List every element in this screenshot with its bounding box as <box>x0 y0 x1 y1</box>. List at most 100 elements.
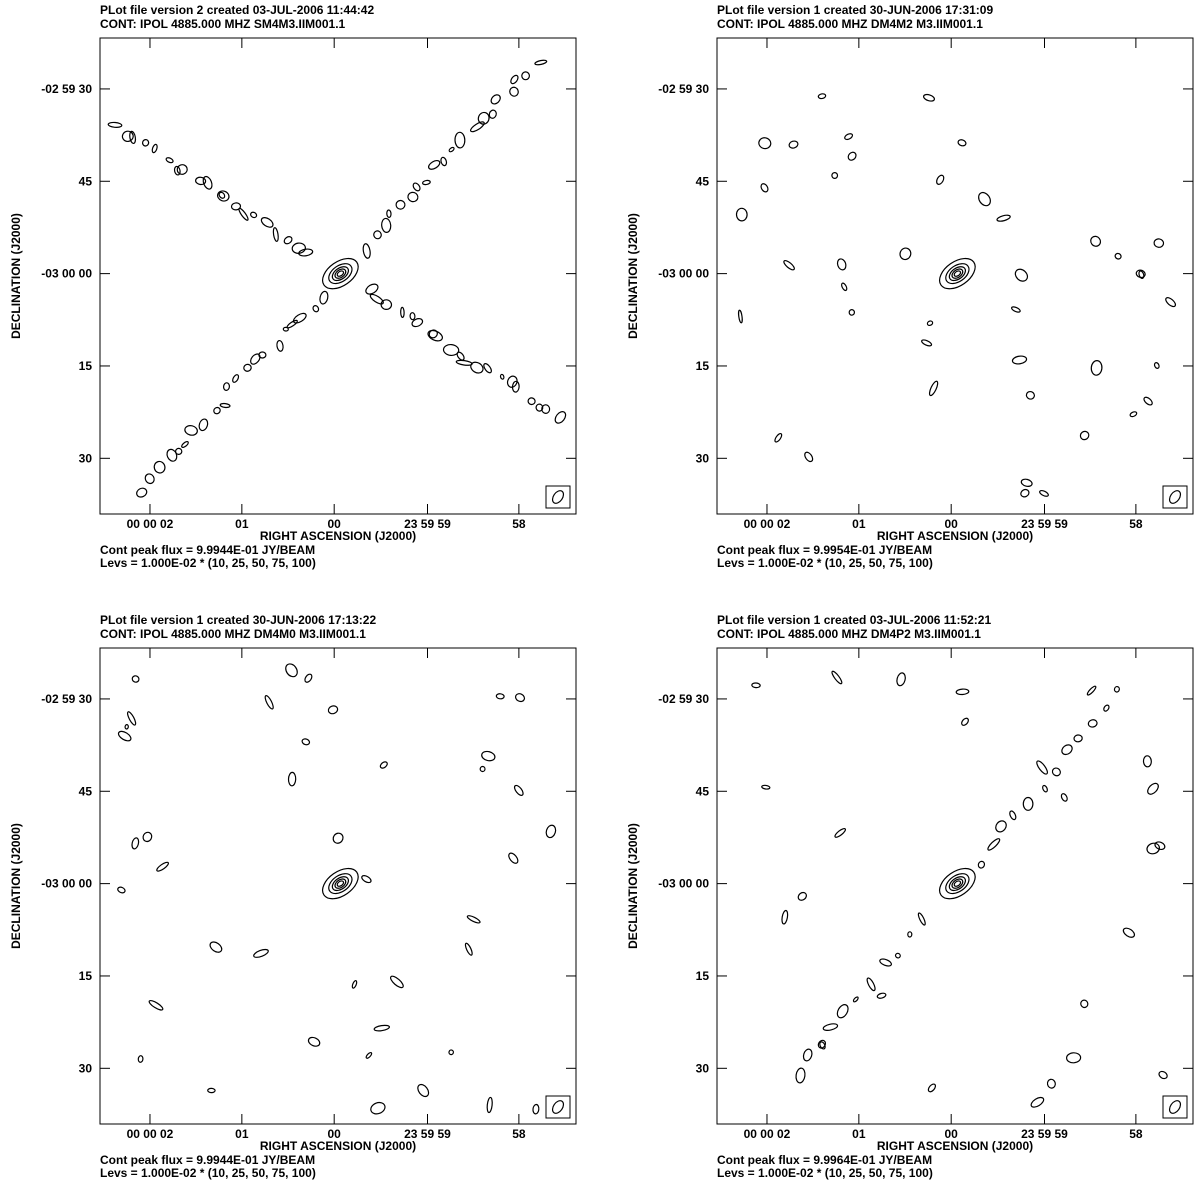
noise-contour <box>370 1101 386 1115</box>
noise-contour <box>509 86 519 97</box>
noise-contour <box>1051 767 1061 777</box>
noise-contour <box>795 1067 806 1084</box>
beam-ellipse <box>551 1100 565 1114</box>
plot-frame <box>716 647 1194 1125</box>
y-tick-label: 45 <box>696 784 710 798</box>
noise-contour <box>1114 252 1122 260</box>
noise-contour <box>454 131 466 149</box>
x-axis-label: RIGHT ASCENSION (J2000) <box>260 1139 416 1153</box>
noise-contour <box>541 404 551 414</box>
x-tick-label: 01 <box>852 517 866 531</box>
central-source-contour <box>945 873 970 895</box>
y-tick-label: -03 00 00 <box>41 877 92 891</box>
central-source-contour <box>336 270 345 277</box>
noise-contour <box>148 1000 164 1011</box>
noise-contour <box>1014 268 1029 282</box>
central-source-contour <box>939 257 976 290</box>
x-tick-label: 23 59 59 <box>404 517 451 531</box>
noise-contour <box>852 996 859 1003</box>
contour-levels-label: Levs = 1.000E-02 * (10, 25, 50, 75, 100) <box>717 1166 933 1180</box>
noise-contour <box>292 312 307 324</box>
noise-contour <box>379 761 388 769</box>
noise-contour <box>894 952 901 959</box>
noise-contour <box>804 451 814 463</box>
noise-contour <box>144 473 155 485</box>
noise-contour <box>117 886 126 894</box>
noise-contour <box>1086 685 1097 696</box>
noise-contour <box>488 109 497 119</box>
noise-contour <box>1060 793 1068 802</box>
noise-contour <box>381 217 392 233</box>
peak-flux-label: Cont peak flux = 9.9964E-01 JY/BEAM <box>717 1153 932 1167</box>
central-source-contour <box>336 880 345 887</box>
noise-contour <box>844 133 854 141</box>
noise-contour <box>866 977 876 992</box>
noise-contour <box>836 1004 849 1019</box>
y-tick-label: -02 59 30 <box>658 692 709 706</box>
noise-contour <box>365 1051 373 1059</box>
beam-box <box>545 485 571 509</box>
noise-contour <box>1103 704 1110 712</box>
central-source-contour <box>328 873 353 895</box>
noise-contour <box>554 411 567 424</box>
x-tick-label: 00 00 02 <box>127 1127 174 1141</box>
noise-contour <box>253 948 269 958</box>
noise-contour <box>417 1083 430 1098</box>
noise-contour <box>847 151 857 161</box>
noise-contour <box>1087 719 1098 728</box>
noise-contour <box>1165 297 1177 308</box>
noise-contour <box>1138 270 1145 279</box>
noise-contour <box>513 784 524 796</box>
y-axis-label: DECLINATION (J2000) <box>9 823 23 949</box>
noise-contour <box>412 182 421 192</box>
y-axis-label: DECLINATION (J2000) <box>626 213 640 339</box>
noise-contour <box>1039 489 1049 497</box>
noise-contour <box>510 74 519 85</box>
noise-contour <box>788 140 799 149</box>
plot-header-line1: PLot file version 2 created 03-JUL-2006 … <box>100 3 374 17</box>
y-tick-label: -02 59 30 <box>41 692 92 706</box>
noise-contour <box>1146 842 1161 855</box>
noise-contour <box>390 975 404 989</box>
noise-contour <box>195 176 207 186</box>
y-axis-label: DECLINATION (J2000) <box>626 823 640 949</box>
noise-contour <box>136 487 148 498</box>
y-tick-label: 45 <box>79 174 93 188</box>
central-source-contour <box>331 266 349 282</box>
noise-contour <box>479 765 486 773</box>
x-tick-label: 00 00 02 <box>127 517 174 531</box>
noise-contour <box>312 305 320 313</box>
y-tick-label: -03 00 00 <box>658 877 709 891</box>
noise-contour <box>466 915 481 924</box>
noise-contour <box>260 216 274 228</box>
noise-contour <box>386 209 392 218</box>
noise-contour <box>448 146 455 153</box>
noise-contour <box>1113 686 1120 693</box>
noise-contour <box>1020 478 1033 487</box>
noise-contour <box>802 1048 813 1062</box>
noise-contour <box>327 705 339 715</box>
x-tick-label: 23 59 59 <box>1021 1127 1068 1141</box>
x-tick-label: 58 <box>1129 1127 1143 1141</box>
noise-contour <box>1011 355 1028 365</box>
noise-contour <box>470 121 485 133</box>
noise-contour <box>761 784 771 790</box>
noise-contour <box>213 406 221 415</box>
noise-contour <box>107 121 123 128</box>
noise-contour <box>176 164 188 175</box>
noise-contour <box>1090 360 1103 376</box>
noise-contour <box>456 351 465 361</box>
noise-contour <box>448 1049 455 1056</box>
noise-contour <box>286 319 298 329</box>
noise-contour <box>409 312 416 321</box>
noise-contour <box>758 137 772 150</box>
noise-contour <box>1073 734 1083 743</box>
noise-contour <box>527 397 536 406</box>
beam-box <box>1162 485 1188 509</box>
noise-contour <box>817 1039 827 1049</box>
noise-contour <box>142 831 153 843</box>
noise-contour <box>427 329 443 342</box>
plot-header-line2: CONT: IPOL 4885.000 MHZ DM4M0 M3.IIM001.… <box>100 627 366 641</box>
contour-panel-1: PLot file version 2 created 03-JUL-2006 … <box>9 3 577 570</box>
